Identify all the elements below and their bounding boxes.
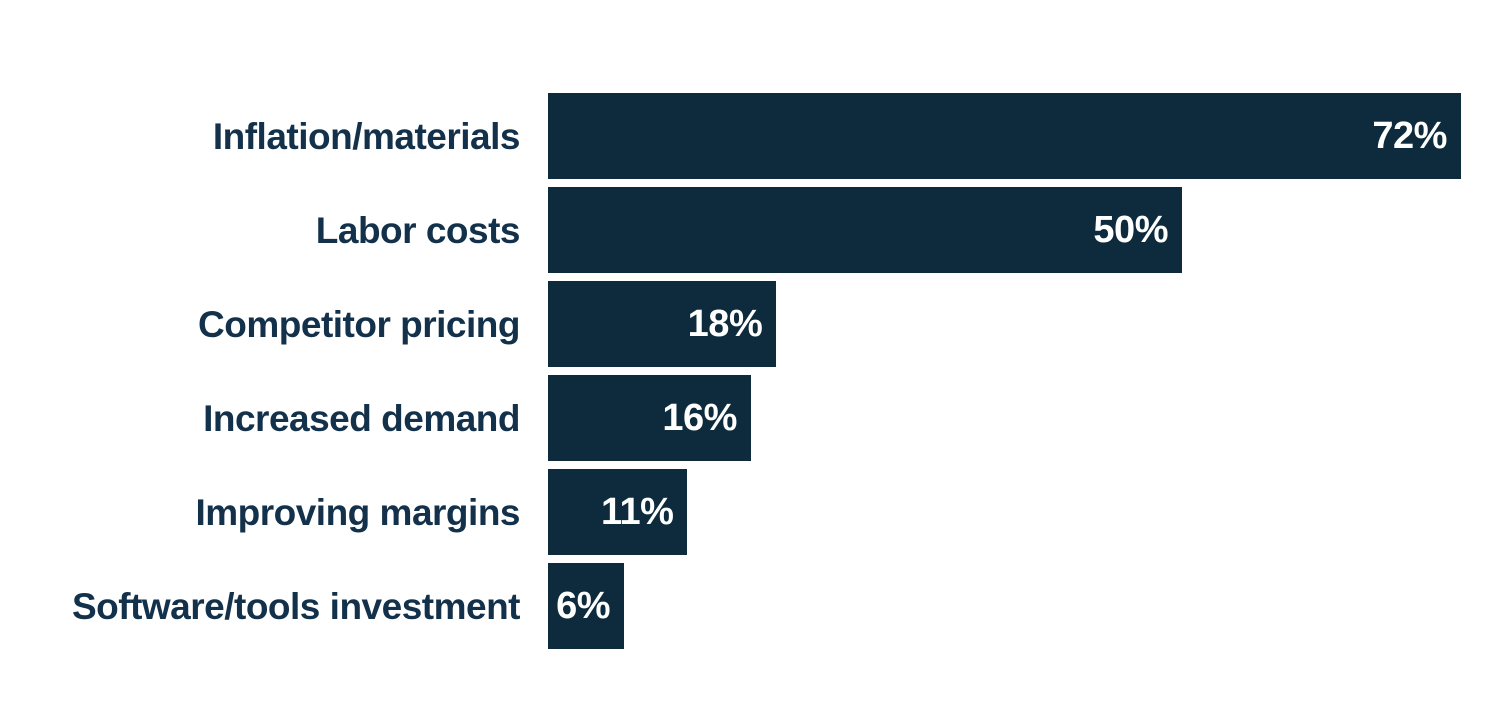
category-label: Software/tools investment bbox=[71, 585, 521, 627]
bar-track: 11% bbox=[548, 469, 1499, 555]
value-label: 18% bbox=[687, 303, 763, 345]
bar: 50% bbox=[548, 187, 1182, 273]
value-label: 11% bbox=[601, 491, 674, 533]
category-label: Inflation/materials bbox=[212, 115, 521, 157]
chart-row: Improving margins 11% bbox=[0, 469, 1499, 555]
category-label: Labor costs bbox=[315, 209, 521, 251]
bar: 72% bbox=[548, 93, 1461, 179]
bar-track: 72% bbox=[548, 93, 1499, 179]
chart-row: Competitor pricing 18% bbox=[0, 281, 1499, 367]
bar: 16% bbox=[548, 375, 751, 461]
chart-row: Increased demand 16% bbox=[0, 375, 1499, 461]
bar-track: 6% bbox=[548, 563, 1499, 649]
value-label: 6% bbox=[556, 585, 611, 627]
bar-track: 18% bbox=[548, 281, 1499, 367]
value-label: 72% bbox=[1372, 115, 1447, 157]
bar-track: 16% bbox=[548, 375, 1499, 461]
category-label: Improving margins bbox=[195, 491, 520, 533]
category-label: Increased demand bbox=[203, 397, 520, 439]
bar: 18% bbox=[548, 281, 777, 367]
bar-track: 50% bbox=[548, 187, 1499, 273]
value-label: 50% bbox=[1093, 209, 1168, 251]
category-label: Competitor pricing bbox=[198, 303, 520, 345]
chart-row: Inflation/materials 72% bbox=[0, 93, 1499, 179]
chart-row: Labor costs 50% bbox=[0, 187, 1499, 273]
chart-row: Software/tools investment 6% bbox=[0, 563, 1499, 649]
bar: 11% bbox=[548, 469, 688, 555]
value-label: 16% bbox=[662, 397, 737, 439]
bar: 6% bbox=[548, 563, 625, 649]
